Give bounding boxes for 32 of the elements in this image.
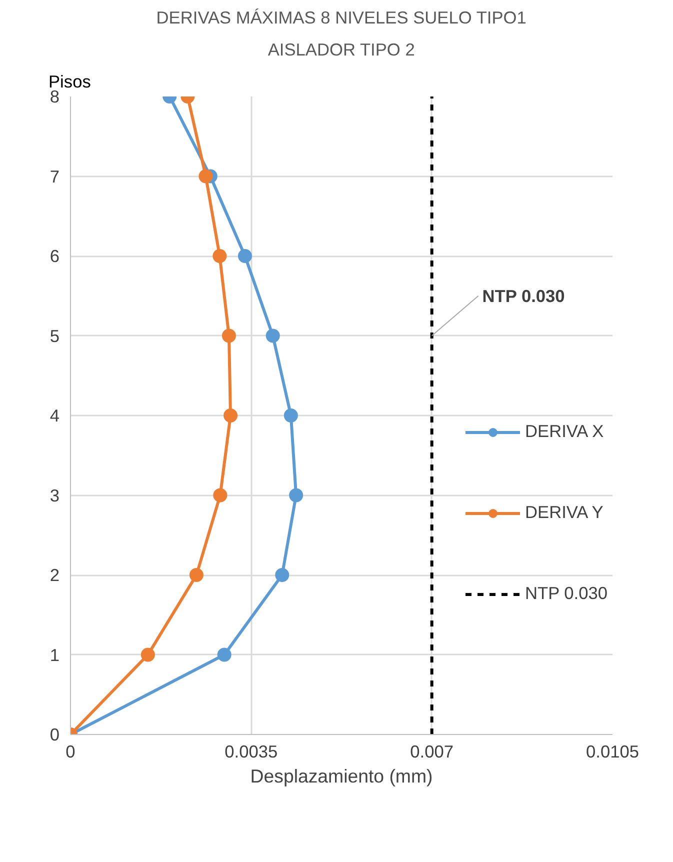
point: [284, 408, 298, 422]
point: [224, 408, 238, 422]
point: [289, 488, 304, 502]
x-tick-label: 0.0035: [224, 742, 278, 762]
legend-label: NTP 0.030: [525, 583, 608, 604]
point: [217, 648, 232, 662]
y-tick-label: 3: [50, 485, 60, 506]
point: [213, 488, 228, 502]
point: [189, 568, 204, 582]
point: [198, 169, 213, 184]
x-tick-label: 0.0105: [586, 742, 639, 762]
y-tick-label: 0: [50, 724, 60, 744]
y-tick-label: 1: [50, 644, 60, 665]
y-tick-label: 5: [50, 326, 60, 346]
legend-label: DERIVA Y: [525, 502, 604, 523]
chart-title: DERIVAS MÁXIMAS 8 NIVELES SUELO TIPO1: [156, 8, 526, 28]
x-tick-label: 0.007: [410, 742, 454, 762]
y-tick-label: 6: [50, 246, 60, 266]
point: [212, 249, 227, 263]
y-tick-label: 2: [50, 565, 60, 585]
point: [222, 328, 236, 343]
chart-subtitle: AISLADOR TIPO 2: [268, 40, 415, 60]
point: [266, 328, 280, 343]
annotation: NTP 0.030: [482, 286, 565, 306]
x-tick-label: 0: [66, 742, 76, 762]
point: [140, 648, 155, 662]
point: [238, 249, 252, 263]
point: [275, 568, 290, 582]
y-tick-label: 4: [50, 406, 60, 426]
x-axis-title: Desplazamiento (mm): [250, 766, 433, 786]
y-tick-label: 7: [50, 166, 60, 186]
legend-label: DERIVA X: [525, 421, 604, 442]
